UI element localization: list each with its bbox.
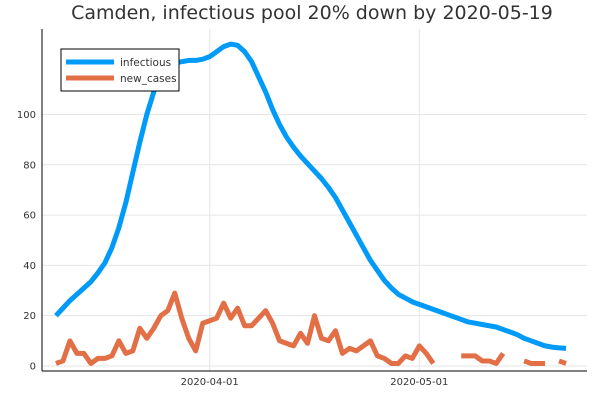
series-line-new_cases <box>558 358 567 366</box>
y-tick-label: 20 <box>23 311 36 322</box>
series-line-infectious <box>54 41 567 351</box>
series-infectious <box>54 41 567 351</box>
y-tick-label: 80 <box>23 160 36 171</box>
series-layer <box>54 41 567 366</box>
series-line-new_cases <box>461 351 506 366</box>
y-tick-label: 0 <box>30 361 36 372</box>
y-tick-label: 40 <box>23 261 36 272</box>
series-line-new_cases <box>523 358 546 366</box>
legend-box <box>60 48 180 92</box>
legend-label-new_cases: new_cases <box>120 73 177 85</box>
x-tick-label: 2020-04-01 <box>181 377 239 388</box>
y-tick-label: 60 <box>23 211 36 222</box>
series-line-new_cases <box>55 290 436 366</box>
axes: 0 20 40 60 80 100 2020-04-01 2020-05-01 <box>17 29 587 388</box>
y-tick-label: 100 <box>17 110 36 121</box>
chart-title: Camden, infectious pool 20% down by 2020… <box>71 2 553 24</box>
x-tick-label: 2020-05-01 <box>390 377 448 388</box>
series-new_cases <box>55 290 567 366</box>
legend-label-infectious: infectious <box>120 57 171 69</box>
legend: infectious new_cases <box>60 48 180 92</box>
